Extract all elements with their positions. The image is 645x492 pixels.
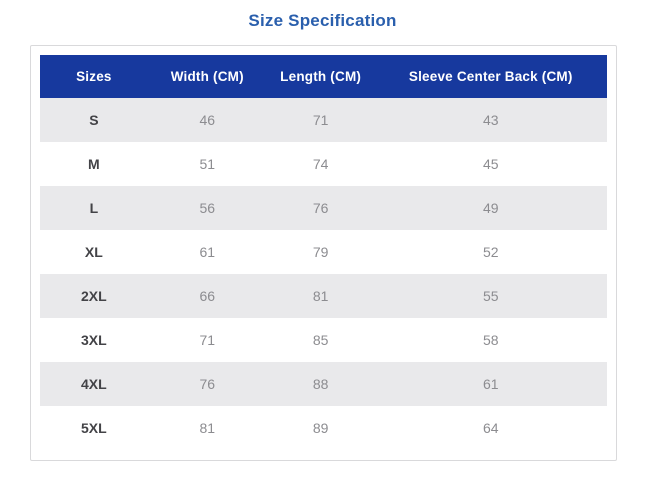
width-cell: 66 — [199, 288, 216, 304]
sleeve-cell: 58 — [482, 332, 499, 348]
size-cell: 2XL — [81, 288, 107, 304]
width-cell: 76 — [199, 376, 216, 392]
header-row: Sizes Width (CM) Length (CM) Sleeve Cent… — [40, 55, 607, 98]
sleeve-cell: 61 — [482, 376, 499, 392]
sleeve-cell: 52 — [482, 244, 499, 260]
table-row: 5XL 81 89 64 — [40, 406, 607, 450]
size-cell: M — [88, 156, 100, 172]
length-cell: 89 — [312, 420, 329, 436]
size-cell: 4XL — [81, 376, 107, 392]
column-header-sizes: Sizes — [40, 55, 148, 98]
width-cell: 56 — [199, 200, 216, 216]
length-cell: 85 — [312, 332, 329, 348]
table-row: S 46 71 43 — [40, 98, 607, 142]
width-cell: 46 — [199, 112, 216, 128]
table-header: Sizes Width (CM) Length (CM) Sleeve Cent… — [40, 55, 607, 98]
sleeve-cell: 49 — [482, 200, 499, 216]
size-cell: 3XL — [81, 332, 107, 348]
table-row: 4XL 76 88 61 — [40, 362, 607, 406]
length-cell: 74 — [312, 156, 329, 172]
size-cell: XL — [84, 244, 103, 260]
width-cell: 81 — [199, 420, 216, 436]
page-title: Size Specification — [248, 11, 397, 30]
sleeve-cell: 45 — [482, 156, 499, 172]
table-row: 2XL 66 81 55 — [40, 274, 607, 318]
column-header-width: Width (CM) — [147, 55, 267, 98]
sleeve-cell: 64 — [482, 420, 499, 436]
table-row: XL 61 79 52 — [40, 230, 607, 274]
sleeve-cell: 55 — [482, 288, 499, 304]
size-cell: S — [89, 112, 99, 128]
width-cell: 71 — [199, 332, 216, 348]
length-cell: 71 — [312, 112, 329, 128]
column-header-sleeve: Sleeve Center Back (CM) — [374, 55, 607, 98]
table-body: S 46 71 43 M 51 74 45 L 56 76 49 XL 61 7… — [40, 98, 607, 450]
table-row: 3XL 71 85 58 — [40, 318, 607, 362]
length-cell: 76 — [312, 200, 329, 216]
table-row: M 51 74 45 — [40, 142, 607, 186]
length-cell: 88 — [312, 376, 329, 392]
size-cell: L — [89, 200, 99, 216]
size-specification-table: Sizes Width (CM) Length (CM) Sleeve Cent… — [40, 55, 607, 450]
length-cell: 81 — [312, 288, 329, 304]
width-cell: 61 — [199, 244, 216, 260]
size-cell: 5XL — [81, 420, 107, 436]
length-cell: 79 — [312, 244, 329, 260]
table-row: L 56 76 49 — [40, 186, 607, 230]
width-cell: 51 — [199, 156, 216, 172]
size-table-card: Sizes Width (CM) Length (CM) Sleeve Cent… — [30, 45, 617, 461]
sleeve-cell: 43 — [482, 112, 499, 128]
column-header-length: Length (CM) — [266, 55, 375, 98]
